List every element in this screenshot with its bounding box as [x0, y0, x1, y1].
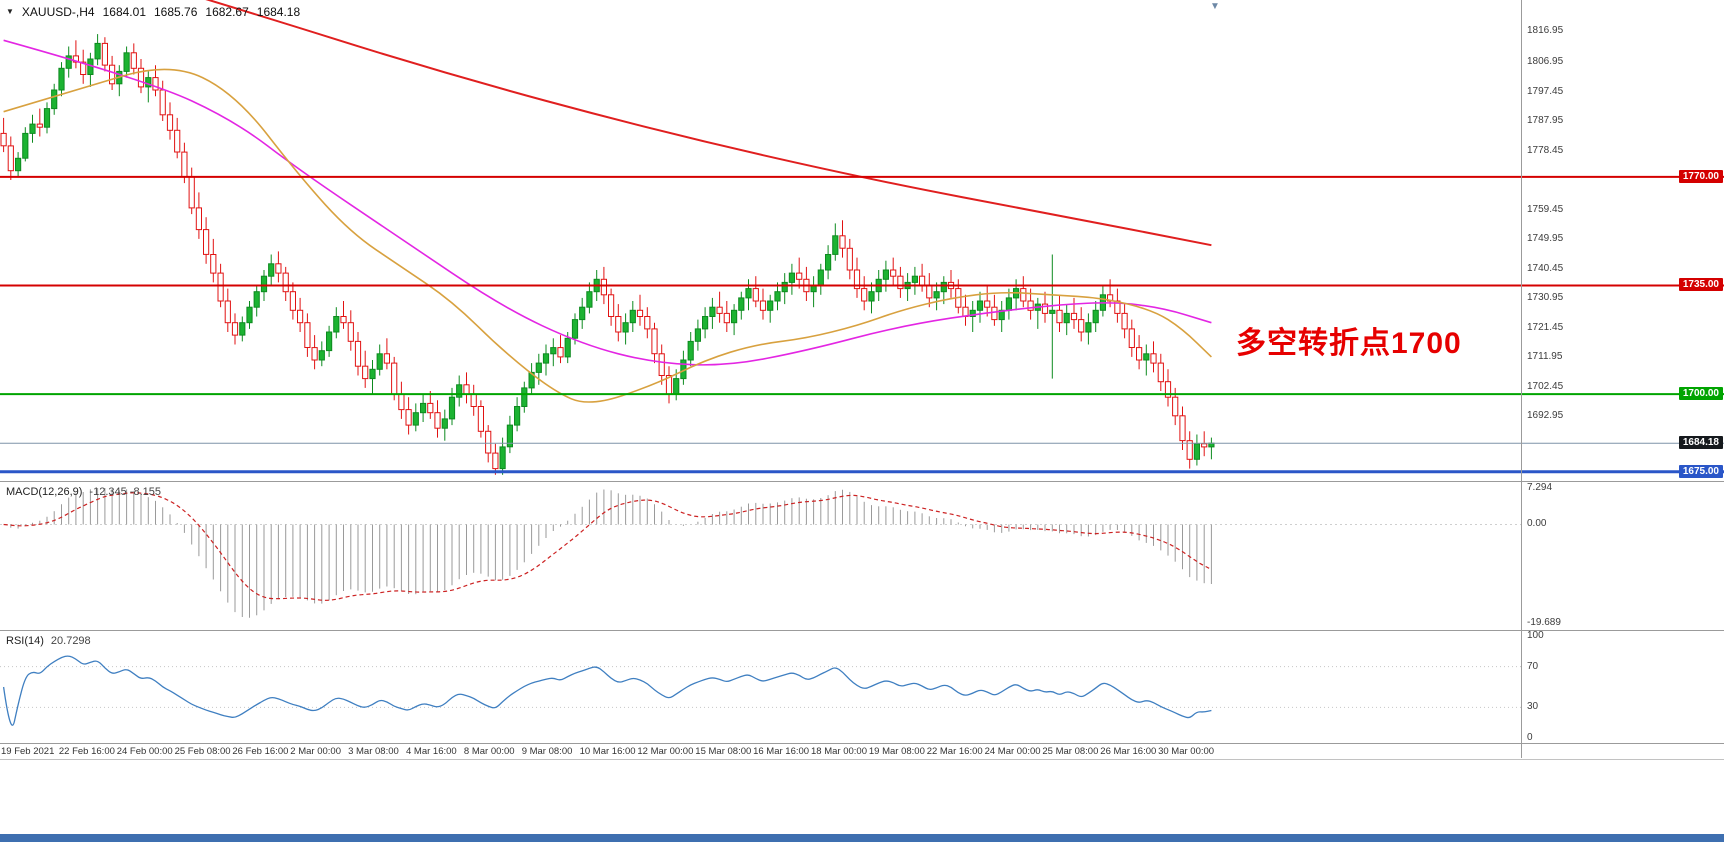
candlestick-chart[interactable] — [0, 0, 1724, 481]
macd-indicator-label: MACD(12,26,9) -12.345 -8.155 — [6, 486, 161, 498]
macd-axis-label: 7.294 — [1527, 482, 1553, 493]
time-tick-label: 3 Mar 08:00 — [348, 746, 399, 757]
price-badge: 1735.00 — [1678, 278, 1723, 292]
macd-name: MACD(12,26,9) — [6, 486, 83, 498]
macd-values: -12.345 -8.155 — [89, 486, 161, 498]
macd-axis-label: 0.00 — [1527, 518, 1547, 530]
taskbar-strip — [0, 834, 1724, 842]
price-tick-label: 1787.95 — [1527, 115, 1564, 127]
panel-separator-rsi[interactable] — [0, 630, 1724, 631]
price-tick-label: 1721.45 — [1527, 321, 1564, 333]
price-tick-label: 1816.95 — [1527, 25, 1564, 37]
ohlc-close: 1684.18 — [256, 5, 301, 19]
time-tick-label: 25 Feb 08:00 — [174, 746, 231, 757]
price-tick-label: 1797.45 — [1527, 85, 1564, 97]
time-tick-label: 22 Mar 16:00 — [926, 746, 983, 757]
rsi-value: 20.7298 — [50, 635, 91, 647]
price-tick-label: 1730.95 — [1527, 292, 1564, 304]
price-badge: 1675.00 — [1678, 464, 1723, 478]
ohlc-open: 1684.01 — [102, 5, 146, 19]
price-tick-label: 1702.45 — [1527, 380, 1564, 392]
rsi-plot[interactable] — [0, 631, 1724, 743]
chart-shift-icon: ▼ — [1210, 1, 1220, 12]
price-tick-label: 1740.45 — [1527, 262, 1564, 274]
price-axis-separator — [1521, 0, 1522, 758]
rsi-axis-label: 0 — [1527, 732, 1533, 743]
symbol-period-label: XAUUSD-,H4 — [21, 5, 95, 19]
time-tick-label: 22 Feb 16:00 — [58, 746, 115, 757]
time-tick-label: 19 Feb 2021 — [1, 746, 55, 757]
price-badge: 1684.18 — [1678, 436, 1723, 450]
rsi-axis-label: 100 — [1527, 630, 1544, 641]
rsi-name: RSI(14) — [6, 635, 44, 647]
price-axis[interactable]: 1816.95 1806.95 1797.45 1787.95 1778.45 1759.… — [0, 0, 1724, 481]
time-tick-label: 12 Mar 00:00 — [637, 746, 694, 757]
time-tick-label: 25 Mar 08:00 — [1042, 746, 1099, 757]
time-tick-label: 15 Mar 08:00 — [695, 746, 752, 757]
price-tick-label: 1759.45 — [1527, 203, 1564, 215]
time-tick-label: 19 Mar 08:00 — [868, 746, 925, 757]
rsi-axis-label: 30 — [1527, 701, 1539, 713]
rsi-indicator-label: RSI(14) 20.7298 — [6, 635, 91, 647]
ohlc-high: 1685.76 — [154, 5, 198, 19]
chart-bottom-border — [0, 759, 1724, 760]
time-tick-label: 26 Feb 16:00 — [232, 746, 289, 757]
time-tick-label: 9 Mar 08:00 — [521, 746, 573, 757]
rsi-axis-label: 70 — [1527, 660, 1539, 672]
time-tick-label: 10 Mar 16:00 — [579, 746, 636, 757]
time-tick-label: 16 Mar 16:00 — [753, 746, 810, 757]
price-tick-label: 1806.95 — [1527, 56, 1564, 68]
panel-separator-time — [0, 743, 1724, 744]
time-tick-label: 30 Mar 00:00 — [1158, 746, 1215, 757]
macd-axis-label: -19.689 — [1527, 617, 1561, 628]
panel-separator-macd[interactable] — [0, 481, 1724, 482]
macd-plot[interactable] — [0, 482, 1724, 629]
ohlc-low: 1682.67 — [205, 5, 249, 19]
price-tick-label: 1711.95 — [1527, 351, 1563, 363]
time-tick-label: 26 Mar 16:00 — [1100, 746, 1157, 757]
time-tick-label: 8 Mar 00:00 — [463, 746, 515, 757]
symbol-dropdown-icon[interactable]: ▼ — [6, 7, 14, 16]
time-tick-label: 18 Mar 00:00 — [811, 746, 867, 757]
time-tick-label: 24 Mar 00:00 — [984, 746, 1041, 757]
time-tick-label: 4 Mar 16:00 — [406, 746, 457, 757]
chart-header: ▼ XAUUSD-,H4 1684.01 1685.76 1682.67 168… — [6, 5, 300, 19]
price-tick-label: 1749.95 — [1527, 233, 1564, 245]
time-tick-label: 2 Mar 00:00 — [290, 746, 341, 757]
price-badge: 1700.00 — [1678, 387, 1723, 401]
time-tick-label: 24 Feb 00:00 — [116, 746, 173, 757]
price-tick-label: 1778.45 — [1527, 144, 1564, 156]
price-badge: 1770.00 — [1678, 169, 1723, 183]
time-axis[interactable]: 19 Feb 2021 22 Feb 16:00 24 Feb 00:00 25 Fe… — [0, 743, 1724, 759]
annotation-text[interactable]: 多空转折点1700 — [1236, 327, 1462, 360]
price-tick-label: 1692.95 — [1527, 409, 1564, 421]
